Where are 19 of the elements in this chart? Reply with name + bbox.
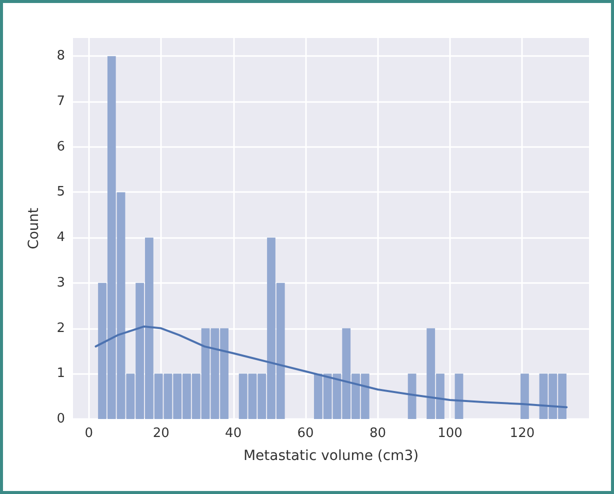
y-tick-label: 5 [56, 184, 65, 200]
y-tick-label: 7 [56, 94, 65, 109]
y-tick-label: 6 [56, 139, 65, 154]
x-tick-label: 40 [225, 426, 242, 441]
y-tick-label: 2 [56, 320, 65, 336]
line-series [94, 325, 568, 408]
y-tick-label: 4 [56, 230, 65, 246]
x-tick-label: 120 [510, 426, 535, 441]
x-tick-label: 100 [438, 426, 462, 441]
y-axis-title: Count [26, 207, 42, 250]
y-tick-label: 1 [56, 366, 65, 382]
y-tick-label: 3 [56, 275, 65, 290]
y-tick-label: 0 [56, 412, 65, 426]
x-tick-label: 20 [152, 426, 170, 441]
x-tick-label: 80 [369, 426, 386, 441]
x-axis-title: Metastatic volume (cm3) [243, 448, 419, 464]
y-tick-label: 8 [56, 48, 65, 64]
x-tick-label: 60 [297, 426, 314, 441]
x-tick-label: 0 [84, 426, 94, 441]
